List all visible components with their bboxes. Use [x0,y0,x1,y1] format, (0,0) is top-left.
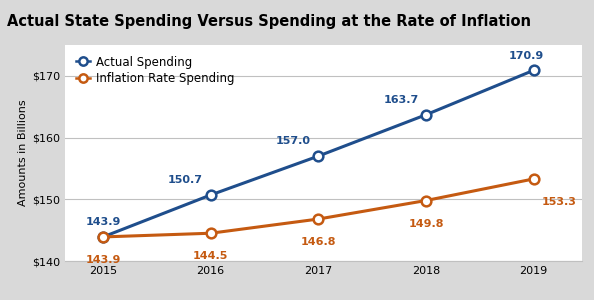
Text: 153.3: 153.3 [541,197,576,207]
Text: 150.7: 150.7 [168,175,203,185]
Text: 144.5: 144.5 [193,251,228,261]
Text: 157.0: 157.0 [276,136,311,146]
Text: 149.8: 149.8 [408,219,444,229]
Text: 163.7: 163.7 [383,95,419,105]
Text: 143.9: 143.9 [86,255,121,265]
Text: 146.8: 146.8 [301,237,336,247]
Text: Actual State Spending Versus Spending at the Rate of Inflation: Actual State Spending Versus Spending at… [7,14,531,29]
Text: 143.9: 143.9 [86,217,121,227]
Y-axis label: Amounts in Billions: Amounts in Billions [18,100,28,206]
Legend: Actual Spending, Inflation Rate Spending: Actual Spending, Inflation Rate Spending [71,51,239,90]
Text: 170.9: 170.9 [509,51,544,61]
